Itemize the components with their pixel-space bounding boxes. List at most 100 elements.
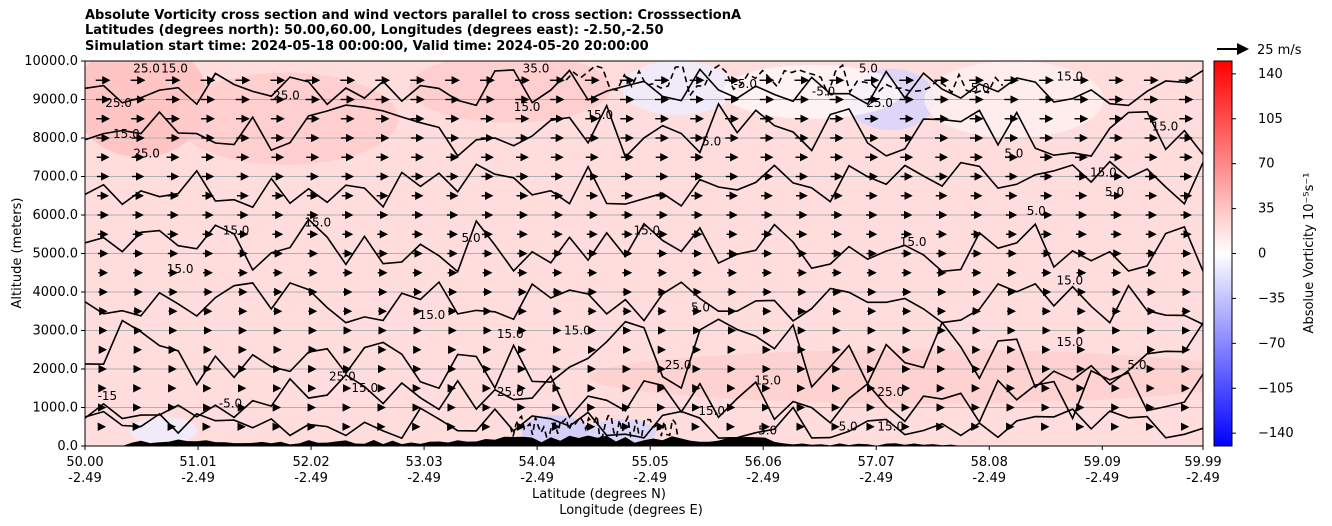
colorbar-tick-label: −35 (1258, 291, 1285, 306)
x-tick-label-lon: -2.49 (520, 471, 554, 486)
x-tick-label-lat: 59.99 (1184, 455, 1221, 470)
contour-label: 15.0 (161, 62, 188, 76)
contour-label: 15.0 (586, 108, 613, 122)
x-axis-label-latitude: Latitude (degrees N) (532, 487, 666, 502)
colorbar-label: Absolue Vorticity 10⁻⁵s⁻¹ (1302, 173, 1317, 334)
x-tick-label-lat: 51.01 (179, 455, 216, 470)
contour-label: 25.0 (329, 370, 356, 384)
x-tick-label-lat: 52.02 (292, 455, 329, 470)
contour-label: 15.0 (419, 308, 446, 322)
colorbar-tick-label: 105 (1258, 112, 1283, 127)
y-tick-label: 8000.0 (33, 131, 79, 146)
contour-label: 15.0 (754, 373, 781, 387)
x-tick-label-lon: -2.49 (407, 471, 441, 486)
y-tick-label: 6000.0 (33, 208, 79, 223)
colorbar (1213, 60, 1233, 447)
contour-label: 25.0 (497, 385, 524, 399)
contour-label: 15.0 (514, 100, 541, 114)
contour-label: 25.0 (133, 146, 160, 160)
contour-label: 35.0 (523, 62, 550, 76)
contour-label: 5.0 (859, 62, 878, 76)
contour-line (85, 406, 1203, 440)
x-tick-label-lon: -2.49 (633, 471, 667, 486)
contour-label: 5.0 (1105, 185, 1124, 199)
contour-label: 5.0 (758, 423, 777, 437)
y-tick-label: 0.0 (57, 439, 78, 454)
contour-label: 5.0 (971, 81, 990, 95)
contour-label: 5.0 (691, 300, 710, 314)
contour-label: 15.0 (1152, 119, 1179, 133)
contour-label: 15.0 (167, 262, 194, 276)
contour-label: 25.0 (665, 358, 692, 372)
contour-label: 25.0 (866, 96, 893, 110)
contour-label: 15.0 (564, 323, 591, 337)
x-tick-label-lon: -2.49 (1085, 471, 1119, 486)
contour-label: 15.0 (633, 223, 660, 237)
contour-label: 15.0 (1056, 273, 1083, 287)
x-tick-label-lat: 59.09 (1084, 455, 1121, 470)
contour-label: 15.0 (1056, 69, 1083, 83)
contour-label: 5.0 (1004, 146, 1023, 160)
x-tick-label-lon: -2.49 (1186, 471, 1220, 486)
contour-label: 5.0 (462, 231, 481, 245)
contour-label: 15.0 (877, 420, 904, 434)
contour-label: 15.0 (698, 404, 725, 418)
contour-label: 5.0 (702, 135, 721, 149)
colorbar-tick-label: 35 (1258, 202, 1275, 217)
y-tick-label: 9000.0 (33, 93, 79, 108)
y-tick-label: 4000.0 (33, 285, 79, 300)
x-tick-label-lon: -2.49 (181, 471, 215, 486)
y-tick-label: 10000.0 (24, 54, 78, 69)
x-tick-label-lon: -2.49 (68, 471, 102, 486)
contour-label: -5.0 (219, 397, 242, 411)
contour-line (565, 63, 1004, 98)
colorbar-tick-label: 0 (1258, 247, 1266, 262)
colorbar-tick-label: −140 (1258, 426, 1294, 441)
contour-line (85, 318, 1203, 390)
contour-label: 15.0 (304, 216, 331, 230)
contour-label: -5.0 (834, 420, 857, 434)
contour-line (85, 160, 1203, 209)
contour-label: 15.0 (900, 235, 927, 249)
terrain-profile (85, 435, 1203, 446)
contour-label: 15.0 (113, 127, 140, 141)
y-tick-label: 5000.0 (33, 247, 79, 262)
x-tick-label-lon: -2.49 (746, 471, 780, 486)
colorbar-tick-label: 140 (1258, 67, 1283, 82)
contour-label: -5.0 (734, 77, 757, 91)
y-tick-label: 7000.0 (33, 170, 79, 185)
contour-line (85, 280, 1203, 326)
x-tick-label-lon: -2.49 (294, 471, 328, 486)
contour-label: 25.0 (877, 385, 904, 399)
contour-label: 25.0 (273, 89, 300, 103)
colorbar-tick-label: −70 (1258, 336, 1285, 351)
contour-label: 5.0 (1127, 358, 1146, 372)
x-tick-label-lat: 57.07 (858, 455, 895, 470)
x-tick-label-lon: -2.49 (972, 471, 1006, 486)
chart-title-line-1: Absolute Vorticity cross section and win… (85, 8, 742, 23)
contour-label: 25.0 (133, 62, 160, 76)
x-tick-label-lat: 53.03 (405, 455, 442, 470)
contour-line (85, 102, 1203, 159)
y-tick-label: 3000.0 (33, 324, 79, 339)
contour-label: 15.0 (497, 327, 524, 341)
contour-label: 15.0 (223, 223, 250, 237)
x-tick-label-lon: -2.49 (859, 471, 893, 486)
contour-label: -5.0 (812, 85, 835, 99)
quiver-key-label: 25 m/s (1257, 43, 1302, 58)
y-axis-label: Altitude (meters) (10, 198, 25, 309)
contour-label: 15.0 (1056, 335, 1083, 349)
contour-line (509, 412, 679, 440)
contour-label: 15.0 (1090, 166, 1117, 180)
x-tick-label-lat: 56.06 (745, 455, 782, 470)
colorbar-tick-label: −105 (1258, 381, 1294, 396)
x-tick-label-lat: 55.05 (632, 455, 669, 470)
vorticity-patch (129, 417, 197, 445)
contour-label: 5.0 (1027, 204, 1046, 218)
vorticity-patch (622, 61, 735, 115)
y-tick-label: 2000.0 (33, 362, 79, 377)
x-axis-label-longitude: Longitude (degrees E) (559, 503, 703, 518)
x-tick-label-lat: 50.00 (66, 455, 103, 470)
contour-label: 25.0 (105, 96, 132, 110)
